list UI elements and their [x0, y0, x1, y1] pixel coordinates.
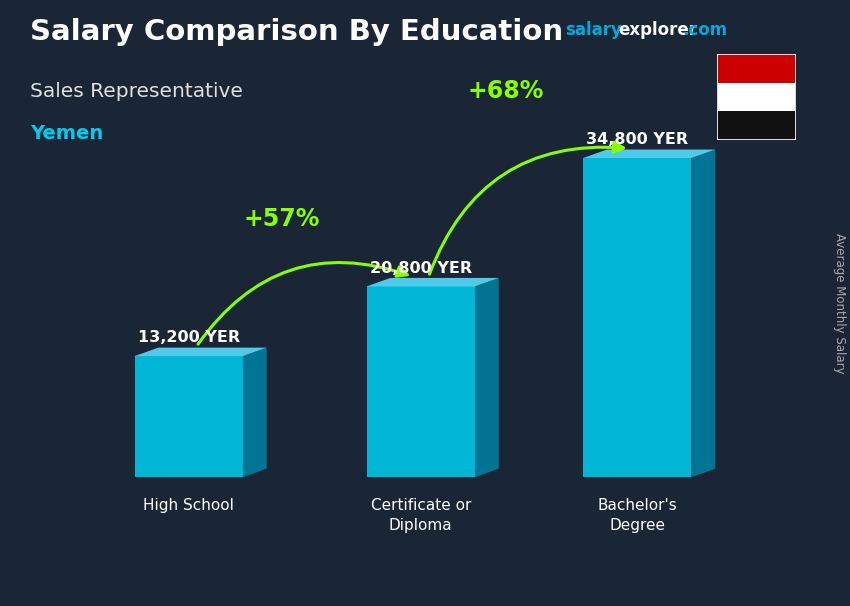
- Text: 13,200 YER: 13,200 YER: [138, 330, 240, 345]
- Polygon shape: [243, 348, 267, 477]
- Text: Yemen: Yemen: [30, 124, 103, 143]
- Polygon shape: [692, 150, 716, 477]
- Text: Certificate or
Diploma: Certificate or Diploma: [371, 498, 471, 533]
- Polygon shape: [134, 348, 267, 356]
- Text: salary: salary: [565, 21, 622, 39]
- Bar: [718, 111, 795, 139]
- Text: Sales Representative: Sales Representative: [30, 82, 242, 101]
- Polygon shape: [134, 356, 243, 477]
- Text: +68%: +68%: [468, 79, 544, 102]
- Polygon shape: [475, 278, 499, 477]
- Text: Salary Comparison By Education: Salary Comparison By Education: [30, 18, 563, 46]
- Bar: [718, 55, 795, 83]
- Bar: [718, 83, 795, 111]
- Polygon shape: [366, 278, 499, 287]
- Text: .com: .com: [683, 21, 728, 39]
- Text: explorer: explorer: [618, 21, 697, 39]
- Polygon shape: [583, 150, 716, 158]
- Text: Average Monthly Salary: Average Monthly Salary: [833, 233, 846, 373]
- Polygon shape: [583, 158, 692, 477]
- Text: 20,800 YER: 20,800 YER: [370, 261, 472, 276]
- Text: 34,800 YER: 34,800 YER: [586, 132, 689, 147]
- Text: +57%: +57%: [243, 207, 320, 231]
- Text: Bachelor's
Degree: Bachelor's Degree: [598, 498, 677, 533]
- Text: High School: High School: [144, 498, 234, 513]
- Polygon shape: [366, 287, 475, 477]
